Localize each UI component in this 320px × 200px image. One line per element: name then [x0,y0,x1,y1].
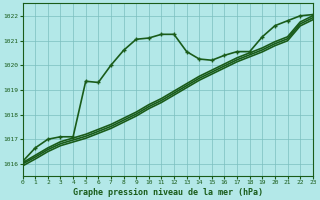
X-axis label: Graphe pression niveau de la mer (hPa): Graphe pression niveau de la mer (hPa) [73,188,263,197]
